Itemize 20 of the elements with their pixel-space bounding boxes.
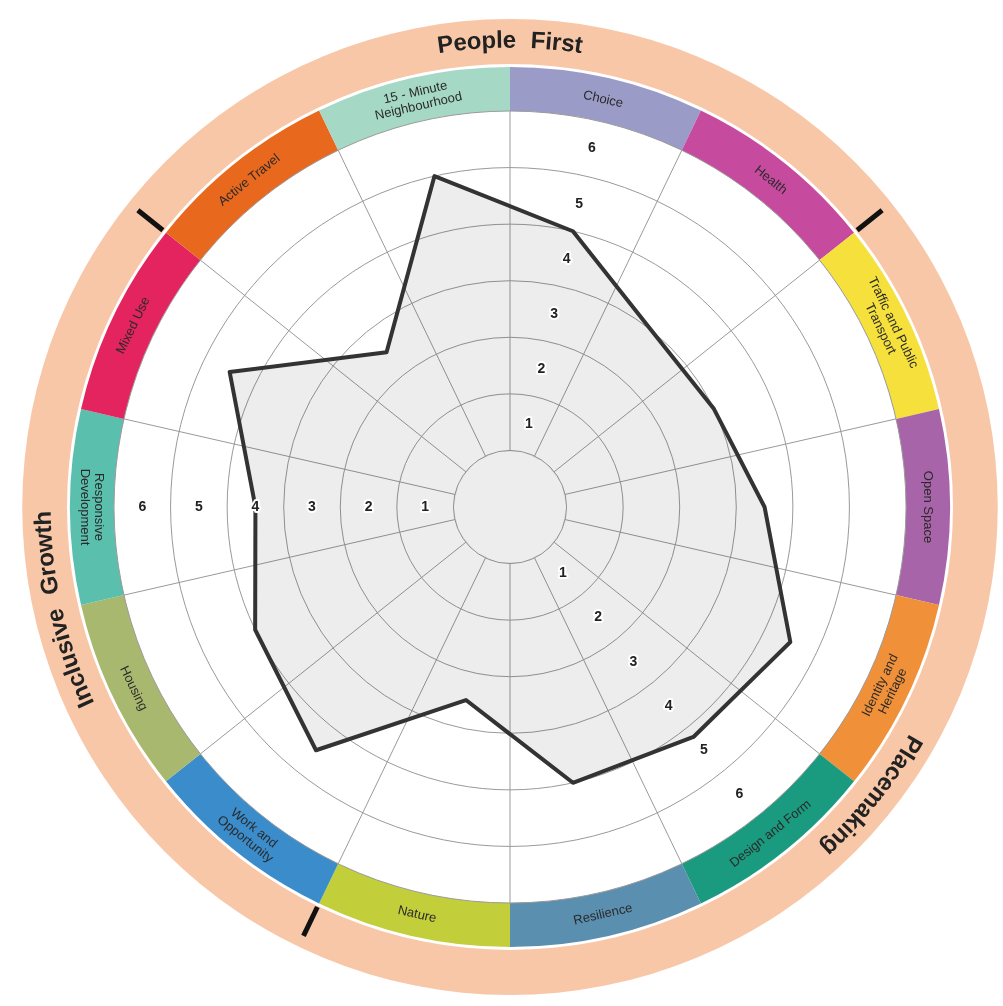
text: 3	[550, 304, 558, 321]
text: 5	[700, 741, 708, 758]
spoke-label: Choice	[581, 86, 625, 111]
spoke-label: Nature	[396, 901, 438, 926]
text: People First	[435, 25, 585, 59]
text: 2	[594, 608, 603, 625]
spoke-label: Responsive Development	[78, 468, 108, 546]
spoke-label: Resilience	[571, 899, 634, 928]
text: Placemaking	[816, 730, 929, 863]
text: 3	[629, 652, 638, 669]
text: 4	[664, 696, 673, 713]
text: 5	[575, 194, 584, 211]
text: 2	[537, 359, 546, 376]
spoke-label: Mixed Use	[112, 294, 153, 357]
text: 6	[735, 785, 744, 802]
text: 6	[587, 139, 596, 156]
text: 1	[524, 415, 533, 432]
text: 1	[559, 564, 567, 581]
text: 4	[562, 249, 571, 266]
spoke-label: Open Space	[921, 470, 937, 544]
